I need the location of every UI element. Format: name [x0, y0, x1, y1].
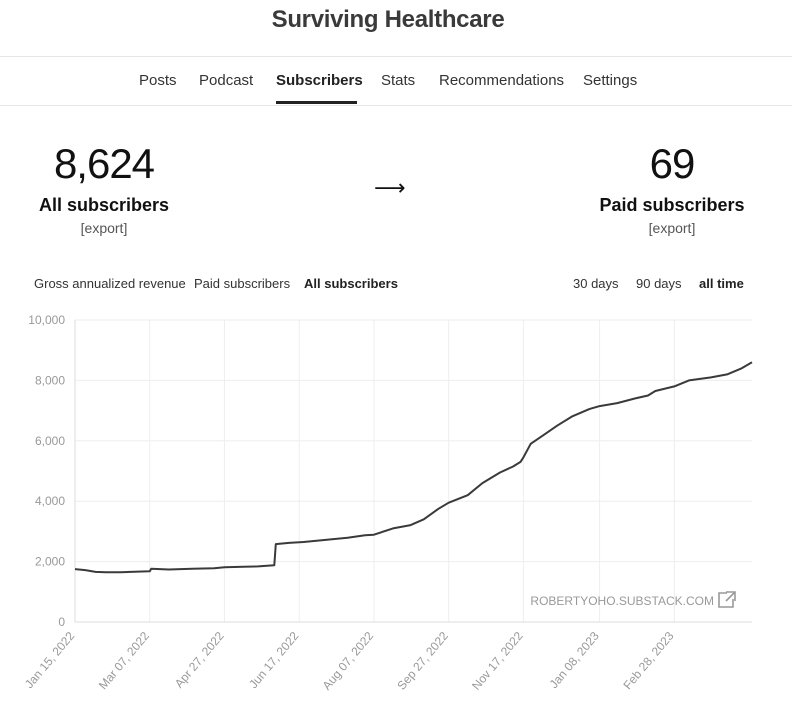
range-all-time[interactable]: all time [699, 276, 744, 291]
filter-all-subscribers[interactable]: All subscribers [304, 276, 398, 291]
x-tick-label: Jun 17, 2022 [246, 629, 302, 691]
paid-subscribers-count: 69 [649, 140, 696, 187]
x-tick-label: Jan 15, 2022 [22, 629, 78, 691]
all-subscribers-count: 8,624 [53, 140, 155, 187]
nav-top-divider [0, 56, 792, 57]
y-tick-label: 4,000 [35, 494, 65, 508]
watermark-text: ROBERTYOHO.SUBSTACK.COM [530, 594, 714, 608]
paid-subscribers-export-link[interactable]: [export] [648, 220, 696, 236]
tab-stats[interactable]: Stats [381, 72, 416, 89]
y-tick-label: 0 [58, 615, 65, 629]
y-tick-label: 2,000 [35, 555, 65, 569]
tab-nav: Posts Podcast Subscribers Stats Recommen… [0, 72, 792, 104]
tab-subscribers[interactable]: Subscribers [276, 72, 363, 89]
subscribers-chart: 0 2,000 4,000 6,000 8,000 10,000 Jan 15, 2022 M… [22, 313, 753, 693]
x-tick-label: Apr 27, 2022 [172, 629, 227, 691]
external-link-icon[interactable] [718, 591, 736, 608]
active-tab-indicator [276, 101, 357, 104]
site-title: Surviving Healthcare [271, 6, 505, 33]
all-subscribers-line [74, 361, 753, 574]
paid-subscribers-label: Paid subscribers [599, 195, 745, 215]
y-tick-label: 10,000 [28, 313, 65, 327]
paid-subscribers-stat: 69 Paid subscribers [export] [592, 140, 752, 236]
all-subscribers-export-link[interactable]: [export] [80, 220, 128, 236]
all-subscribers-label: All subscribers [38, 195, 170, 215]
range-30-days[interactable]: 30 days [573, 276, 619, 291]
filter-paid-subscribers[interactable]: Paid subscribers [194, 276, 291, 291]
x-tick-label: Mar 07, 2022 [96, 629, 152, 692]
arrow-icon: ⟶ [374, 175, 406, 200]
x-tick-label: Nov 17, 2022 [469, 629, 526, 693]
x-tick-label: Sep 27, 2022 [394, 629, 451, 693]
filter-gross-annualized-revenue[interactable]: Gross annualized revenue [34, 276, 186, 291]
nav-bottom-divider [0, 105, 792, 106]
tab-posts[interactable]: Posts [139, 72, 177, 89]
all-subscribers-stat: 8,624 All subscribers [export] [24, 140, 184, 236]
x-tick-label: Feb 28, 2023 [620, 629, 676, 692]
x-tick-label: Aug 07, 2022 [320, 629, 377, 693]
x-tick-label: Jan 08, 2023 [547, 629, 603, 691]
range-90-days[interactable]: 90 days [636, 276, 682, 291]
y-tick-label: 6,000 [35, 434, 65, 448]
tab-recommendations[interactable]: Recommendations [439, 72, 565, 89]
tab-podcast[interactable]: Podcast [199, 72, 254, 89]
y-tick-label: 8,000 [35, 373, 65, 387]
tab-settings[interactable]: Settings [583, 72, 638, 89]
